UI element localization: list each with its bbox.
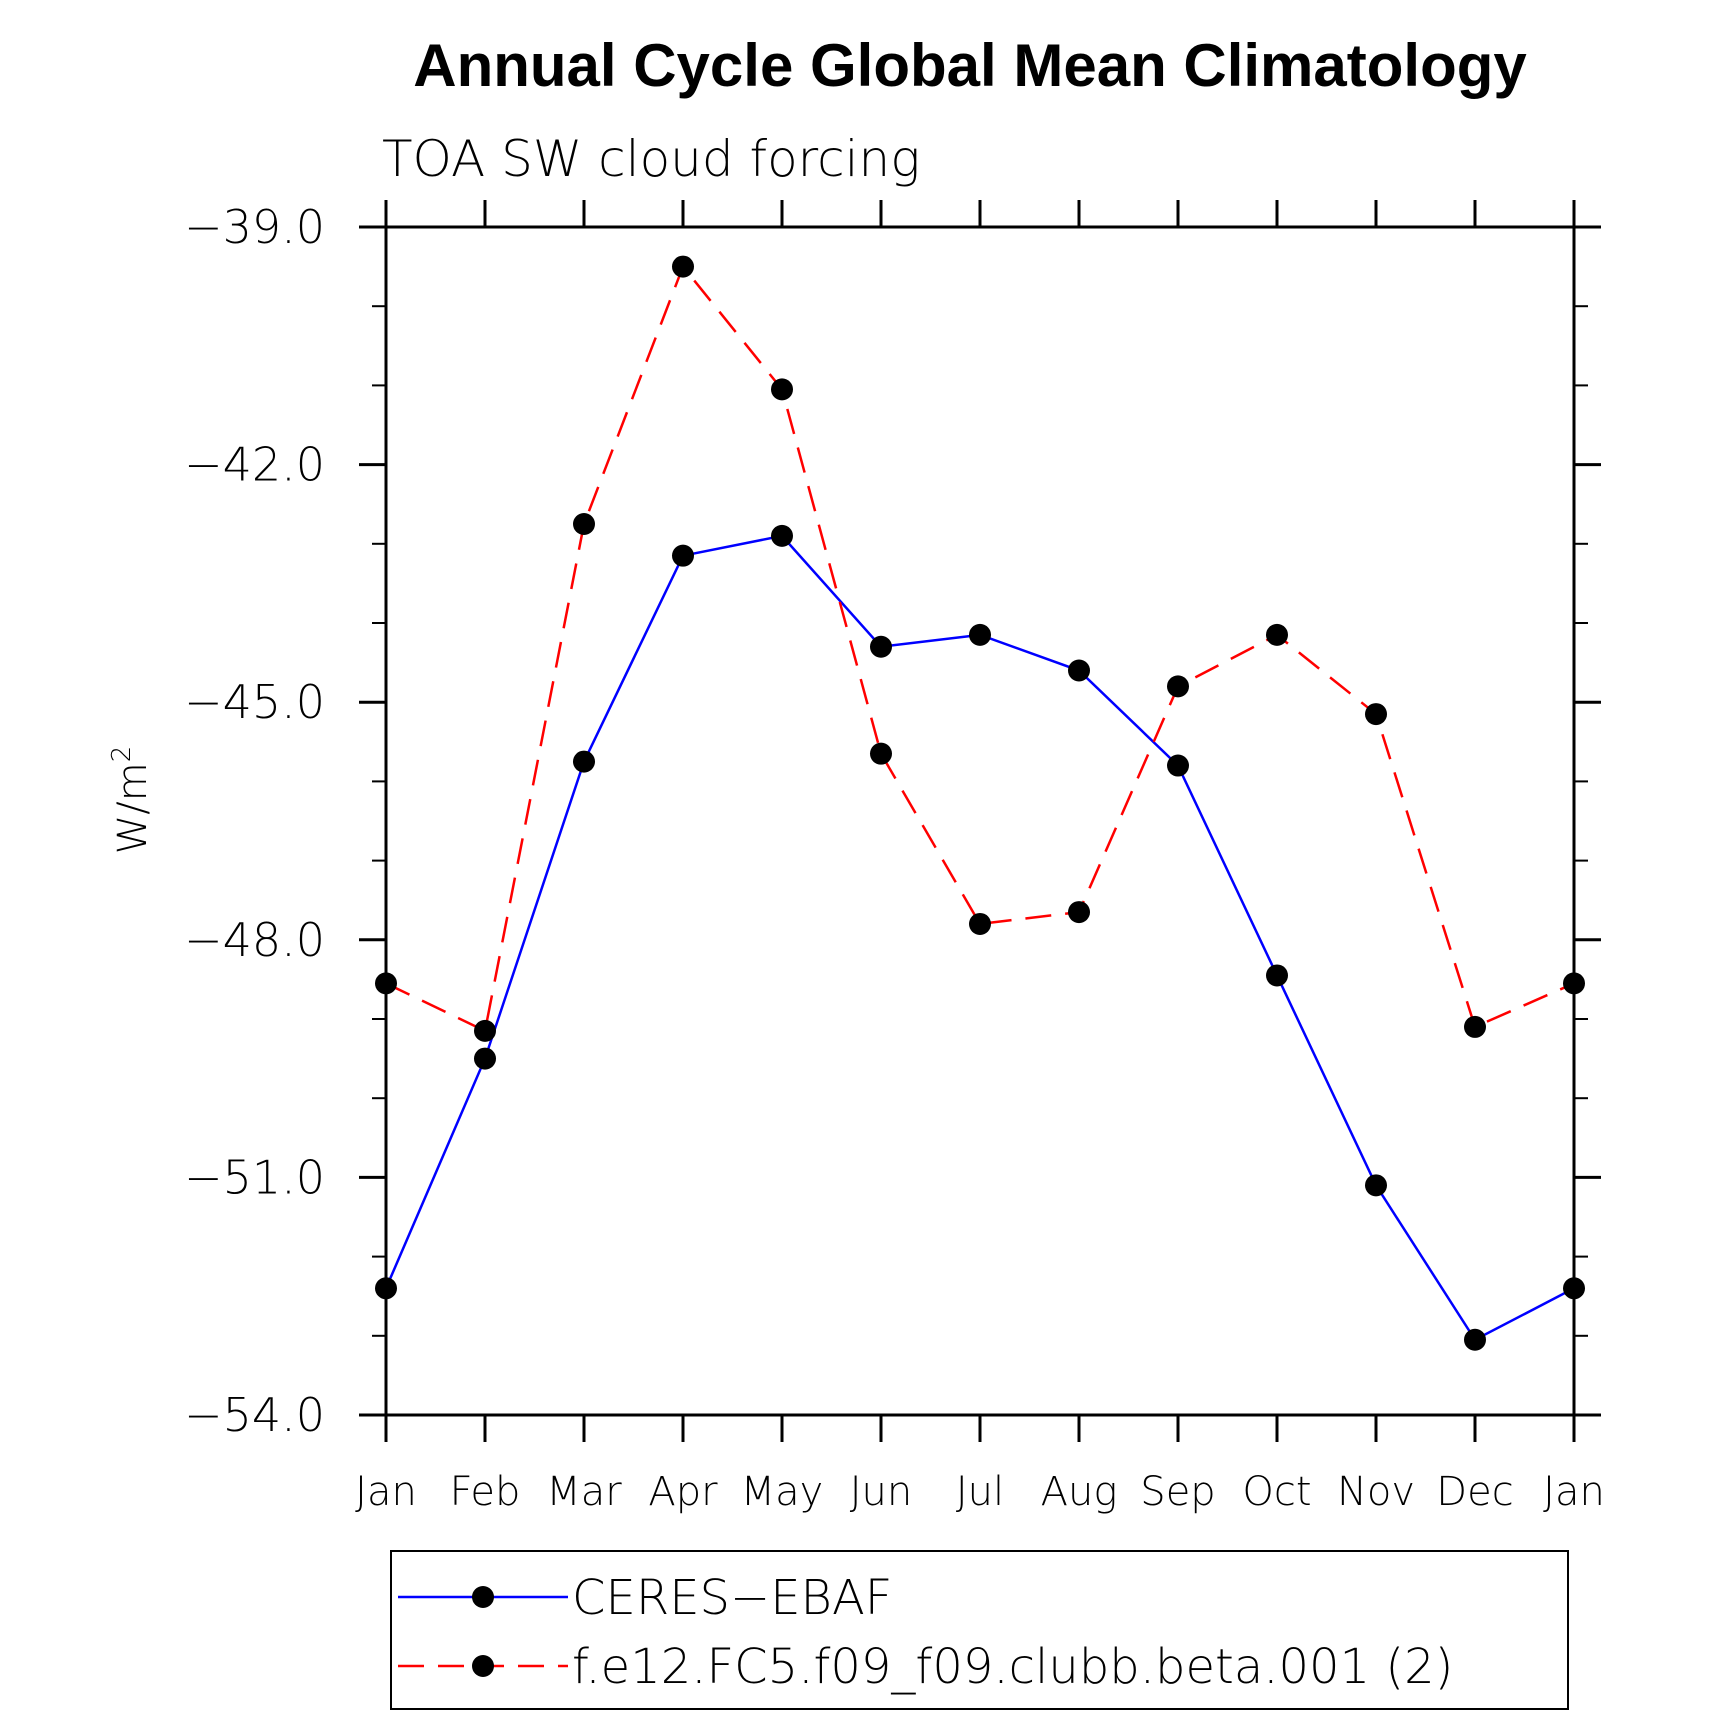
y-tick-label: −42.0 xyxy=(184,438,325,492)
x-tick-label: Jan xyxy=(1543,1469,1605,1515)
series-1-point xyxy=(870,635,892,658)
series-1-point xyxy=(969,623,991,646)
legend-marker-1 xyxy=(472,1586,494,1608)
series-1-point xyxy=(1266,964,1288,987)
series-2-point xyxy=(870,742,892,765)
series-2-point xyxy=(1365,703,1387,726)
x-tick-label: Mar xyxy=(546,1469,622,1515)
y-axis-label-base: W/m xyxy=(110,762,156,854)
y-axis-label: W/m2 xyxy=(107,746,156,855)
series-1-point xyxy=(573,750,595,773)
y-tick-label: −45.0 xyxy=(184,675,325,729)
series-1-point xyxy=(771,524,793,547)
series-1-point xyxy=(1563,1277,1585,1300)
series-1-point xyxy=(672,544,694,567)
x-tick-label: Aug xyxy=(1041,1469,1118,1515)
axis-ticks: Jan Feb Mar Apr May Jun Jul Aug Sep Oct Nov Dec Jan−… xyxy=(184,200,1605,1515)
series-2-point xyxy=(375,972,397,995)
series-2-point xyxy=(1068,901,1090,924)
legend-label-2: f.e12.FC5.f09_f09.clubb.beta.001 (2) xyxy=(572,1639,1453,1695)
series-2-point xyxy=(573,513,595,535)
series-1-point xyxy=(1365,1174,1387,1197)
series-2-point xyxy=(1464,1015,1486,1038)
chart-subtitle: TOA SW cloud forcing xyxy=(382,130,920,188)
x-tick-label: Jul xyxy=(956,1469,1004,1515)
series-1-point xyxy=(375,1277,397,1300)
x-tick-label: Apr xyxy=(648,1469,718,1515)
series-2-point xyxy=(1266,623,1288,646)
series-2-point xyxy=(1167,675,1189,698)
series-2-point xyxy=(672,255,694,278)
series-1-point xyxy=(1167,754,1189,777)
legend: CERES−EBAF f.e12.FC5.f09_f09.clubb.beta.0… xyxy=(390,1550,1569,1710)
series-1-point xyxy=(474,1047,496,1070)
x-tick-label: Jan xyxy=(355,1469,417,1515)
series-line-1 xyxy=(384,534,1575,1342)
legend-items: CERES−EBAF f.e12.FC5.f09_f09.clubb.beta.0… xyxy=(398,1570,1453,1695)
series-2-point xyxy=(771,378,793,401)
y-tick-label: −54.0 xyxy=(184,1388,325,1442)
y-axis-label-superscript: 2 xyxy=(107,746,137,763)
series-2-point xyxy=(969,912,991,935)
series-2-point xyxy=(1563,972,1585,995)
series-1-point xyxy=(1464,1328,1486,1351)
legend-box xyxy=(390,1550,1569,1710)
chart-title: Annual Cycle Global Mean Climatology xyxy=(413,32,1527,99)
x-tick-label: Sep xyxy=(1140,1469,1215,1515)
x-tick-label: Feb xyxy=(450,1469,521,1515)
x-tick-label: May xyxy=(741,1469,824,1515)
legend-label-1: CERES−EBAF xyxy=(572,1570,892,1626)
x-tick-label: Oct xyxy=(1242,1469,1311,1515)
series-layer xyxy=(375,255,1585,1351)
y-tick-label: −48.0 xyxy=(184,913,325,967)
legend-marker-2 xyxy=(472,1655,494,1677)
series-1-point xyxy=(1068,659,1090,682)
x-tick-label: Dec xyxy=(1436,1469,1513,1515)
y-tick-label: −51.0 xyxy=(184,1150,325,1204)
x-tick-label: Jun xyxy=(850,1469,913,1515)
x-tick-label: Nov xyxy=(1337,1469,1415,1515)
series-2-point xyxy=(474,1019,496,1042)
y-tick-label: −39.0 xyxy=(184,200,325,254)
